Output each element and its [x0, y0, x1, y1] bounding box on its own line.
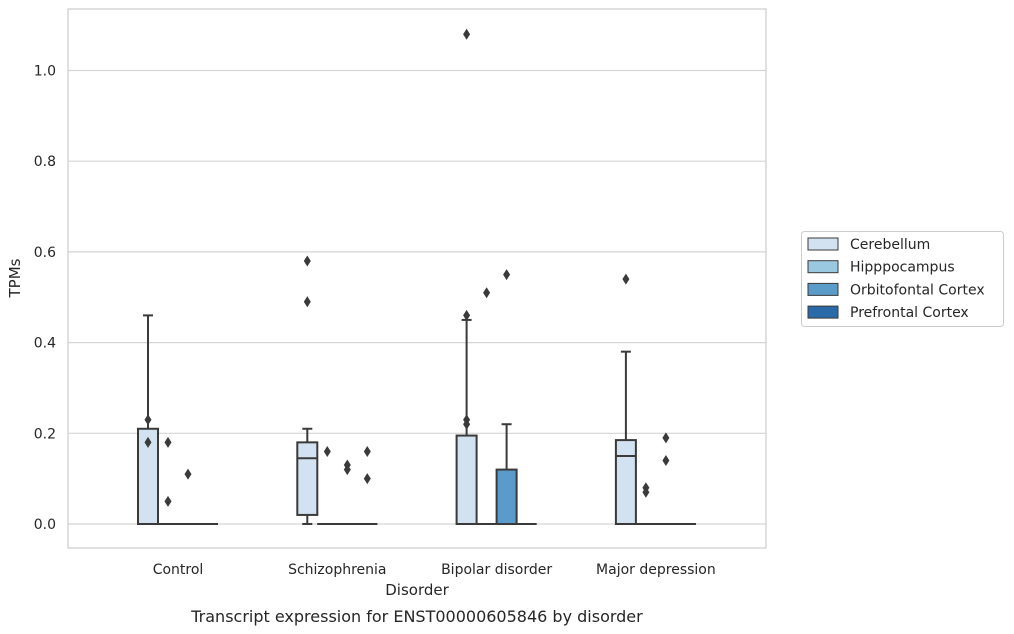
box-orbitofontal-cortex	[495, 423, 518, 525]
legend-label: Prefrontal Cortex	[850, 305, 969, 321]
outlier-point	[144, 414, 152, 426]
outlier-point	[463, 309, 471, 321]
plot-area-frame	[67, 8, 767, 549]
x-tick-label: Schizophrenia	[288, 562, 386, 578]
box-body	[614, 439, 637, 526]
outlier-point	[303, 255, 311, 267]
y-axis-label: TPMs	[6, 258, 24, 298]
gridlines	[68, 69, 766, 525]
outlier-point	[483, 287, 491, 299]
outlier-point	[164, 495, 172, 507]
box-body	[296, 441, 319, 516]
legend-swatch	[807, 237, 839, 251]
y-tick-label: 0.8	[34, 154, 56, 170]
chart-caption: Transcript expression for ENST0000060584…	[190, 607, 643, 626]
box-cerebellum	[137, 314, 159, 526]
outlier-point	[642, 486, 650, 498]
box-cerebellum	[296, 427, 319, 525]
y-tick-label: 0.2	[34, 426, 56, 442]
outlier-point	[184, 468, 192, 480]
outlier-point	[503, 269, 511, 281]
legend-swatch	[807, 282, 839, 296]
box-body	[455, 434, 478, 526]
y-tick-label: 0.6	[34, 245, 56, 261]
x-tick-label: Control	[153, 562, 204, 578]
x-axis-label: Disorder	[385, 581, 449, 599]
outlier-point	[363, 473, 371, 485]
outlier-point	[622, 273, 630, 285]
legend: Cerebellum Hipppocampus Orbitofontal Corte…	[801, 231, 1004, 327]
legend-label: Hipppocampus	[850, 260, 955, 276]
y-tick-label: 1.0	[34, 64, 56, 80]
y-tick-label: 0.4	[34, 336, 56, 352]
legend-swatch	[807, 305, 839, 319]
x-axis-ticks: Control Schizophrenia Bipolar disorder Majo…	[153, 562, 716, 578]
boxes	[137, 314, 696, 526]
x-tick-label: Major depression	[596, 562, 716, 578]
legend-frame	[801, 231, 1004, 327]
y-tick-label: 0.0	[34, 517, 56, 533]
legend-label: Cerebellum	[850, 237, 930, 253]
legend-swatch	[807, 260, 839, 274]
outlier-point	[662, 432, 670, 444]
outliers	[144, 28, 670, 507]
box-cerebellum	[455, 318, 478, 526]
outlier-point	[164, 436, 172, 448]
legend-label: Orbitofontal Cortex	[850, 282, 985, 298]
outlier-point	[343, 464, 351, 476]
outlier-point	[463, 28, 471, 40]
outlier-point	[662, 455, 670, 467]
box-body	[495, 468, 518, 525]
outlier-point	[303, 296, 311, 308]
x-tick-label: Bipolar disorder	[441, 562, 552, 578]
y-axis-ticks: 0.0 0.2 0.4 0.6 0.8 1.0	[34, 64, 56, 534]
outlier-point	[363, 445, 371, 457]
outlier-point	[463, 418, 471, 430]
outlier-point	[323, 445, 331, 457]
box-cerebellum	[614, 350, 637, 526]
outlier-point	[144, 436, 152, 448]
